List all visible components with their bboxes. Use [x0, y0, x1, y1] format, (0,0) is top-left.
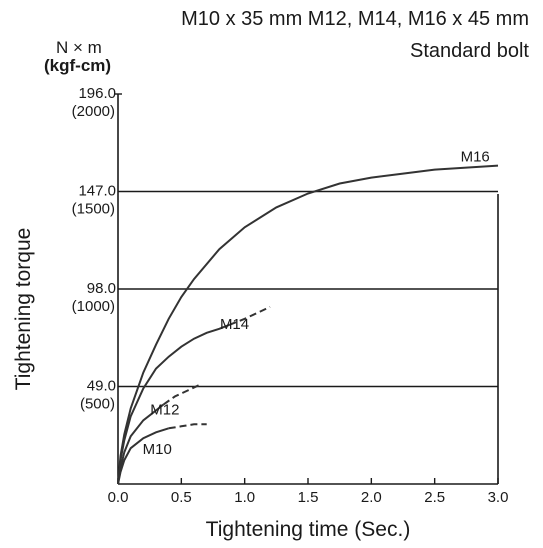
series-lines — [117, 164, 499, 485]
x-tick-label: 1.5 — [298, 489, 319, 506]
x-tick-label: 3.0 — [488, 489, 509, 506]
curve-label-m14: M14 — [220, 316, 249, 333]
series-dashed-m12 — [163, 383, 201, 406]
y-tick-sublabel: (500) — [80, 396, 115, 413]
series-dashed-m14 — [229, 305, 271, 326]
series-line-m12 — [117, 403, 165, 485]
y-tick-sublabel: (2000) — [72, 103, 115, 120]
series-line-m10 — [117, 427, 170, 485]
y-tick-labels: 49.0(500) 98.0(1000) 147.0(1500) 196.0(2000… — [72, 85, 116, 413]
series-line-m16 — [117, 164, 499, 485]
y-tick-label: 196.0 — [78, 85, 116, 102]
y-tick-label: 49.0 — [87, 378, 116, 395]
chart-title: M10 x 35 mm M12, M14, M16 x 45 mm — [181, 8, 529, 30]
x-tick-label: 2.5 — [424, 489, 445, 506]
grid-lines — [118, 190, 498, 388]
x-tick-label: 2.0 — [361, 489, 382, 506]
x-tick-label: 0.0 — [108, 489, 129, 506]
y-tick-sublabel: (1000) — [72, 298, 115, 315]
x-axis-label: Tightening time (Sec.) — [206, 518, 411, 541]
chart-subtitle: Standard bolt — [410, 40, 529, 62]
y-unit-nm: N × m — [56, 38, 102, 57]
curve-label-m10: M10 — [143, 441, 172, 458]
curve-label-m12: M12 — [150, 401, 179, 418]
curve-labels: M16 M14 M12 M10 — [143, 149, 490, 459]
y-unit-kgf: (kgf-cm) — [44, 56, 112, 75]
curve-label-m16: M16 — [461, 149, 490, 166]
x-tick-label: 1.0 — [234, 489, 255, 506]
series-line-m14 — [117, 323, 230, 485]
x-tick-label: 0.5 — [171, 489, 192, 506]
y-tick-label: 98.0 — [87, 280, 116, 297]
y-tick-sublabel: (1500) — [72, 201, 115, 218]
y-axis-label: Tightening torque — [12, 228, 35, 391]
y-tick-label: 147.0 — [78, 183, 116, 200]
series-dashed-m10 — [168, 423, 207, 430]
x-tick-labels: 0.0 0.5 1.0 1.5 2.0 2.5 3.0 — [108, 489, 509, 506]
